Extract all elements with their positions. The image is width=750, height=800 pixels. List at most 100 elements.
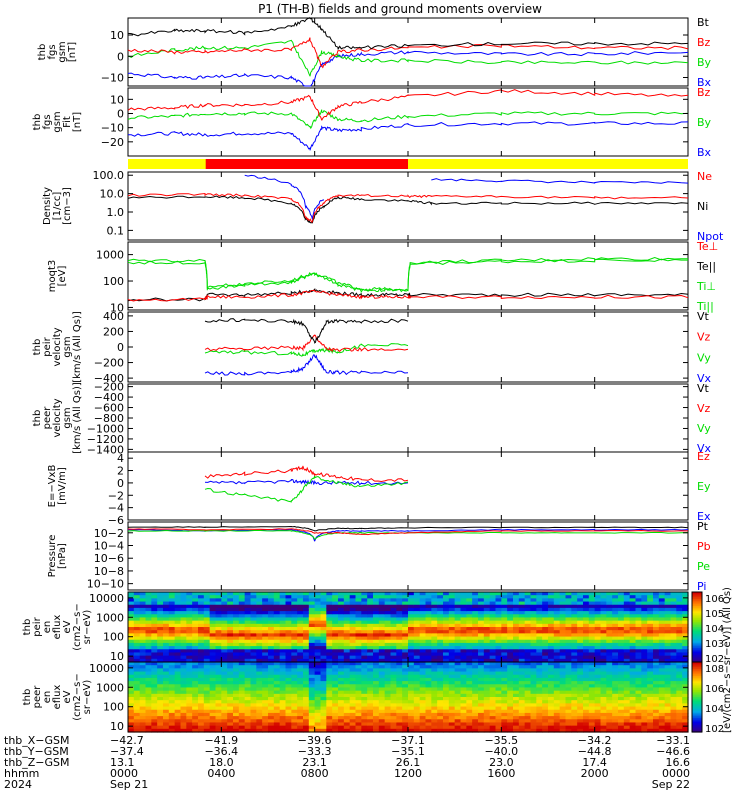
spectrogram-cell: [402, 601, 409, 606]
spectrogram-cell: [139, 690, 147, 695]
spectrogram-cell: [565, 614, 572, 619]
spectrogram-cell: [192, 633, 199, 638]
spectrogram-cell: [542, 607, 549, 612]
spectrogram-cell: [320, 722, 327, 727]
spectrogram-cell: [180, 614, 187, 619]
spectrogram-cell: [466, 649, 473, 654]
spectrogram-cell: [139, 712, 147, 717]
spectrogram-cell: [303, 623, 310, 628]
spectrogram-cell: [192, 658, 199, 663]
spectrogram-cell: [472, 642, 479, 647]
y-tick-label: 1000: [96, 249, 124, 262]
spectrogram-cell: [262, 601, 269, 606]
y-tick-label: 1.0: [107, 206, 125, 219]
spectrogram-cell: [157, 636, 164, 641]
spectrogram-cell: [349, 662, 357, 666]
spectrogram-cell: [553, 604, 561, 609]
spectrogram-cell: [139, 592, 147, 596]
spectrogram-cell: [157, 617, 164, 622]
spectrogram-cell: [507, 722, 514, 727]
spectrogram-cell: [238, 662, 246, 666]
spectrogram-cell: [664, 598, 672, 603]
y-axis-label: Fit: [62, 116, 73, 128]
spectrogram-cell: [390, 627, 397, 631]
spectrogram-cell: [524, 722, 532, 727]
spectrogram-cell: [273, 728, 281, 733]
spectrogram-cell: [478, 693, 485, 698]
colorbar-label: [eV/(cm2−s−sr−eV)] (All Qs): [722, 587, 733, 733]
spectrogram-cell: [268, 681, 275, 685]
spectrogram-cell: [518, 728, 526, 733]
spectrogram-cell: [413, 684, 421, 689]
spectrogram-cell: [233, 684, 240, 689]
spectrogram-cell: [367, 668, 374, 673]
spectrogram-cell: [559, 607, 567, 612]
spectrogram-cell: [320, 642, 327, 647]
spectrogram-cell: [653, 719, 660, 724]
spectrogram-cell: [618, 703, 625, 708]
spectrogram-cell: [139, 639, 147, 644]
spectrogram-cell: [378, 595, 386, 599]
spectrogram-cell: [536, 693, 543, 698]
spectrogram-cell: [174, 636, 182, 641]
spectrogram-cell: [367, 627, 374, 631]
spectrogram-cell: [133, 674, 141, 679]
spectrogram-cell: [583, 630, 590, 634]
spectrogram-cell: [408, 709, 415, 714]
spectrogram-cell: [635, 709, 642, 714]
spectrogram-cell: [653, 687, 660, 692]
spectrogram-cell: [647, 719, 654, 724]
spectrogram-cell: [227, 604, 234, 609]
spectrogram-cell: [460, 712, 467, 717]
spectrogram-cell: [233, 690, 240, 695]
spectrogram-cell: [244, 649, 252, 654]
spectrogram-cell: [548, 662, 555, 666]
spectrogram-cell: [443, 719, 450, 724]
spectrogram-cell: [373, 595, 380, 599]
spectrogram-cell: [145, 725, 152, 730]
spectrogram-cell: [612, 728, 619, 733]
spectrogram-cell: [413, 655, 421, 660]
spectrogram-cell: [466, 639, 473, 644]
spectrogram-cell: [332, 700, 339, 704]
spectrogram-cell: [501, 595, 508, 599]
spectrogram-cell: [647, 627, 654, 631]
spectrogram-cell: [402, 639, 409, 644]
spectrogram-cell: [384, 598, 392, 603]
spectrogram-cell: [623, 633, 631, 638]
spectrogram-cell: [151, 690, 158, 695]
spectrogram-cell: [495, 646, 502, 650]
spectrogram-cell: [419, 677, 427, 682]
spectrogram-cell: [203, 601, 211, 606]
x-axis-value: Sep 21: [110, 778, 148, 791]
spectrogram-cell: [268, 697, 275, 701]
spectrogram-cell: [443, 703, 450, 708]
spectrogram-cell: [151, 700, 158, 704]
spectrogram-cell: [664, 716, 672, 720]
spectrogram-cell: [378, 709, 386, 714]
spectrogram-cell: [553, 642, 561, 647]
spectrogram-cell: [145, 703, 152, 708]
spectrogram-cell: [623, 630, 631, 634]
spectrogram-cell: [460, 598, 467, 603]
spectrogram-cell: [308, 693, 316, 698]
spectrogram-cell: [658, 703, 666, 708]
spectrogram-cell: [203, 662, 211, 666]
spectrogram-cell: [378, 665, 386, 669]
spectrogram-cell: [553, 712, 561, 717]
spectrogram-cell: [670, 601, 677, 606]
spectrogram-cell: [227, 684, 234, 689]
spectrogram-cell: [303, 690, 310, 695]
colorbar-cell: [692, 702, 702, 705]
spectrogram-cell: [507, 642, 514, 647]
spectrogram-cell: [419, 633, 427, 638]
spectrogram-cell: [606, 649, 613, 654]
spectrogram-cell: [553, 719, 561, 724]
spectrogram-cell: [198, 725, 205, 730]
spectrogram-cell: [618, 642, 625, 647]
spectrogram-cell: [186, 611, 193, 615]
spectrogram-cell: [530, 595, 537, 599]
spectrogram-cell: [238, 722, 246, 727]
spectrogram-cell: [390, 712, 397, 717]
spectrogram-cell: [466, 630, 473, 634]
